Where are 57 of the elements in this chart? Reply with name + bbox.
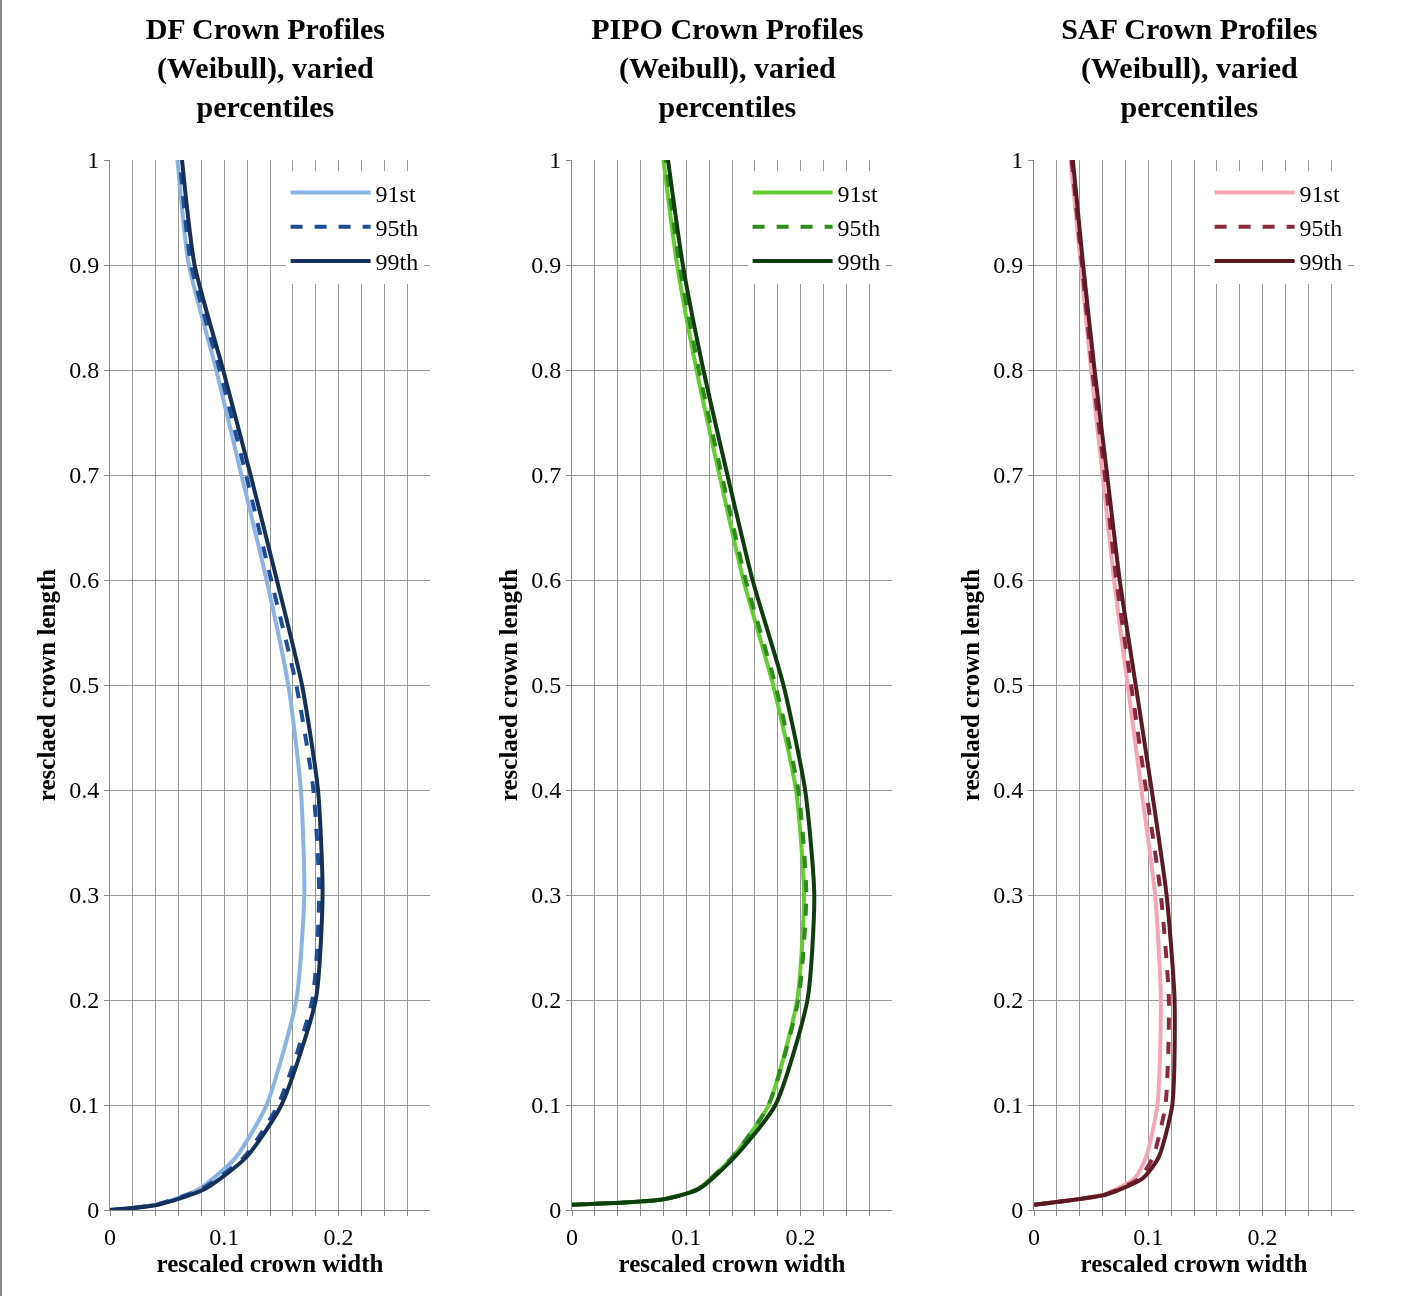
y-tick-label: 0.8 <box>531 357 562 384</box>
x-tick-label: 0.1 <box>671 1223 702 1250</box>
y-tick-label: 0.6 <box>69 567 100 594</box>
x-tick-label: 0.1 <box>209 1223 240 1250</box>
y-tick-label: 0.4 <box>69 777 100 804</box>
y-tick-label: 0.1 <box>69 1092 100 1119</box>
legend-label: 95th <box>1299 215 1343 242</box>
y-tick-label: 0.8 <box>69 357 100 384</box>
legend-label: 99th <box>837 249 881 276</box>
x-tick-label: 0.2 <box>323 1223 354 1250</box>
y-tick-label: 0 <box>549 1197 562 1224</box>
y-tick-label: 0.3 <box>531 882 562 909</box>
y-tick-label: 0.4 <box>993 777 1024 804</box>
y-tick-label: 0.5 <box>69 672 100 699</box>
x-tick-label: 0.2 <box>1247 1223 1278 1250</box>
y-tick-label: 0.4 <box>531 777 562 804</box>
x-axis-title: rescaled crown width <box>156 1249 384 1277</box>
y-tick-label: 0.1 <box>993 1092 1024 1119</box>
legend-label: 91st <box>837 180 878 207</box>
legend-label: 91st <box>1299 180 1340 207</box>
y-tick-label: 0.6 <box>531 567 562 594</box>
legend-label: 99th <box>1299 249 1343 276</box>
y-tick-label: 0.9 <box>993 252 1024 279</box>
x-axis-title: rescaled crown width <box>1080 1249 1308 1277</box>
y-tick-label: 0.7 <box>993 462 1024 489</box>
chart-title: DF Crown Profiles (Weibull), varied percentiles <box>145 11 386 123</box>
y-tick-label: 0.7 <box>531 462 562 489</box>
y-tick-label: 0.5 <box>993 672 1024 699</box>
y-axis-title: resclaed crown length <box>956 568 984 802</box>
y-tick-label: 0.6 <box>993 567 1024 594</box>
y-tick-label: 0 <box>87 1197 100 1224</box>
y-tick-label: 0.5 <box>531 672 562 699</box>
y-tick-label: 0.1 <box>531 1092 562 1119</box>
y-axis-title: resclaed crown length <box>494 568 522 802</box>
y-tick-label: 0.2 <box>69 987 100 1014</box>
y-tick-label: 1 <box>1011 147 1024 174</box>
y-tick-label: 1 <box>87 147 100 174</box>
x-axis-title: rescaled crown width <box>618 1249 846 1277</box>
y-tick-label: 0.8 <box>993 357 1024 384</box>
y-tick-label: 0.3 <box>69 882 100 909</box>
x-tick-label: 0.1 <box>1133 1223 1164 1250</box>
legend-label: 95th <box>375 215 419 242</box>
y-axis-title: resclaed crown length <box>32 568 60 802</box>
x-tick-label: 0.2 <box>785 1223 816 1250</box>
y-tick-label: 1 <box>549 147 562 174</box>
y-tick-label: 0.9 <box>531 252 562 279</box>
chart-title: PIPO Crown Profiles (Weibull), varied percentiles <box>591 11 864 123</box>
y-tick-label: 0.2 <box>993 987 1024 1014</box>
y-tick-label: 0.2 <box>531 987 562 1014</box>
legend-label: 91st <box>375 180 416 207</box>
legend-label: 99th <box>375 249 419 276</box>
y-tick-label: 0.7 <box>69 462 100 489</box>
y-tick-label: 0.9 <box>69 252 100 279</box>
chart-title: SAF Crown Profiles (Weibull), varied percentiles <box>1061 11 1318 123</box>
y-tick-label: 0.3 <box>993 882 1024 909</box>
y-tick-label: 0 <box>1011 1197 1024 1224</box>
legend-label: 95th <box>837 215 881 242</box>
